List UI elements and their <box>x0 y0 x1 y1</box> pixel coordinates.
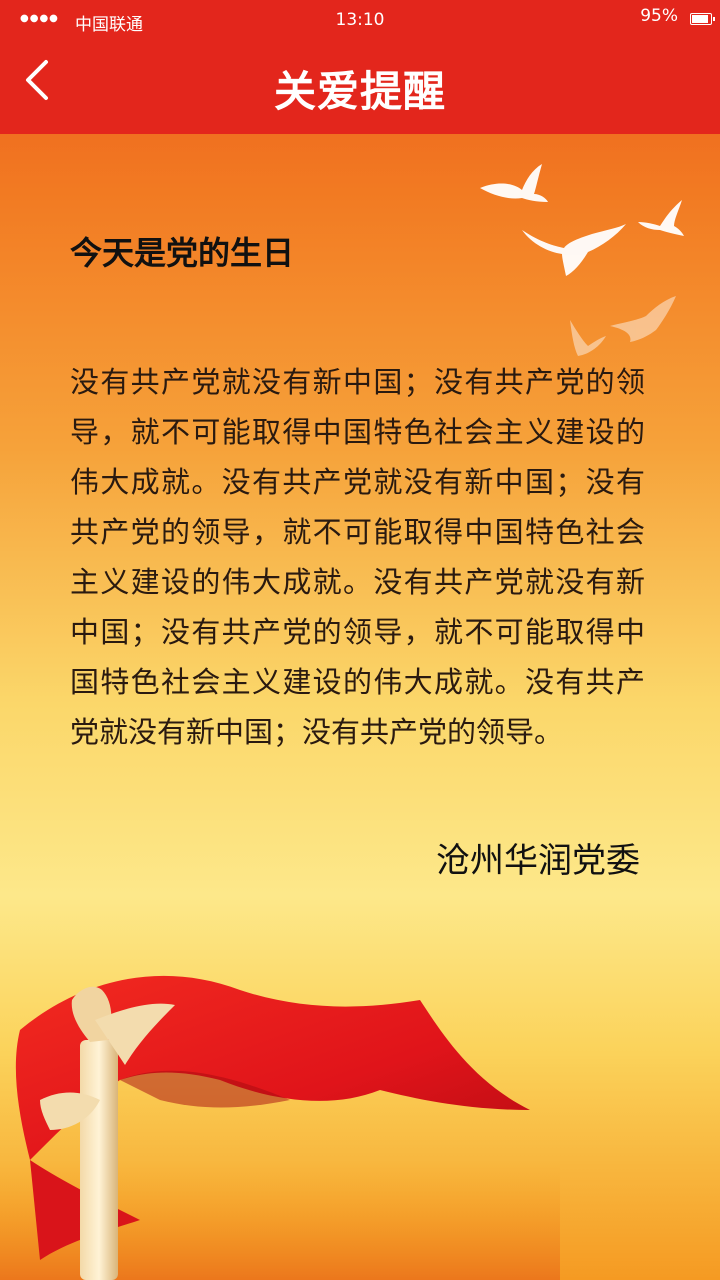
battery-percent: 95% <box>640 6 678 26</box>
back-button[interactable] <box>20 58 60 102</box>
message-title: 今天是党的生日 <box>70 234 295 272</box>
battery-icon <box>690 13 715 25</box>
message-signature: 沧州华润党委 <box>436 841 640 881</box>
battery-fill <box>692 15 708 23</box>
clock: 13:10 <box>335 10 385 30</box>
app-header: ●●●● 中国联通 13:10 95% 关爱提醒 <box>0 0 720 134</box>
message-body: 没有共产党就没有新中国；没有共产党的领导，就不可能取得中国特色社会主义建设的伟大… <box>70 365 645 749</box>
signal-strength-icon: ●●●● <box>20 13 59 24</box>
page-title: 关爱提醒 <box>273 67 446 116</box>
chevron-left-icon <box>26 60 48 100</box>
status-bar: ●●●● 中国联通 13:10 95% <box>0 0 720 40</box>
carrier-name: 中国联通 <box>75 15 143 35</box>
doves-illustration <box>480 164 684 356</box>
flag-column-illustration <box>0 975 560 1280</box>
